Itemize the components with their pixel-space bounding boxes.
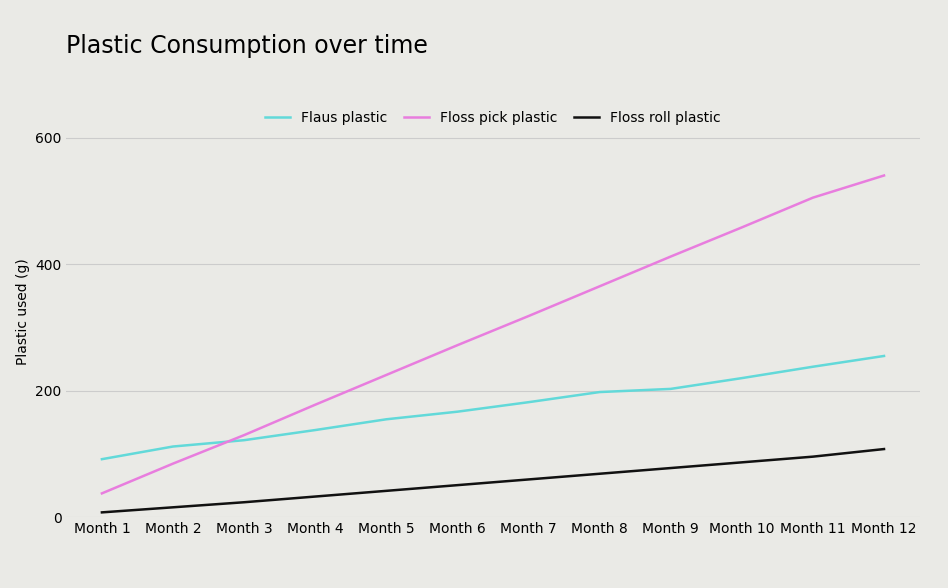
Flaus plastic	[736, 375, 747, 382]
Floss roll plastic	[167, 504, 178, 511]
Flaus plastic	[593, 389, 605, 396]
Floss pick plastic	[807, 194, 818, 201]
Floss roll plastic	[665, 465, 677, 472]
Flaus plastic	[523, 399, 535, 406]
Floss pick plastic	[309, 401, 320, 408]
Floss pick plastic	[451, 342, 463, 349]
Flaus plastic	[309, 426, 320, 433]
Floss pick plastic	[878, 172, 889, 179]
Floss roll plastic	[380, 487, 392, 495]
Floss roll plastic	[878, 446, 889, 453]
Y-axis label: Plastic used (g): Plastic used (g)	[15, 258, 29, 365]
Legend: Flaus plastic, Floss pick plastic, Floss roll plastic: Flaus plastic, Floss pick plastic, Floss…	[260, 106, 726, 131]
Line: Floss roll plastic: Floss roll plastic	[101, 449, 884, 512]
Flaus plastic	[807, 363, 818, 370]
Floss roll plastic	[807, 453, 818, 460]
Floss roll plastic	[96, 509, 107, 516]
Floss roll plastic	[451, 482, 463, 489]
Floss pick plastic	[736, 224, 747, 231]
Floss pick plastic	[665, 253, 677, 260]
Floss pick plastic	[238, 432, 249, 439]
Flaus plastic	[380, 416, 392, 423]
Floss roll plastic	[238, 499, 249, 506]
Line: Flaus plastic: Flaus plastic	[101, 356, 884, 459]
Flaus plastic	[665, 385, 677, 392]
Line: Floss pick plastic: Floss pick plastic	[101, 175, 884, 493]
Floss roll plastic	[593, 470, 605, 477]
Floss roll plastic	[523, 476, 535, 483]
Floss pick plastic	[593, 283, 605, 290]
Flaus plastic	[878, 352, 889, 359]
Flaus plastic	[96, 456, 107, 463]
Floss pick plastic	[167, 460, 178, 467]
Flaus plastic	[167, 443, 178, 450]
Text: Plastic Consumption over time: Plastic Consumption over time	[66, 34, 428, 58]
Flaus plastic	[238, 437, 249, 444]
Floss pick plastic	[380, 372, 392, 379]
Floss pick plastic	[96, 490, 107, 497]
Floss roll plastic	[309, 493, 320, 500]
Floss roll plastic	[736, 459, 747, 466]
Floss pick plastic	[523, 313, 535, 320]
Flaus plastic	[451, 408, 463, 415]
